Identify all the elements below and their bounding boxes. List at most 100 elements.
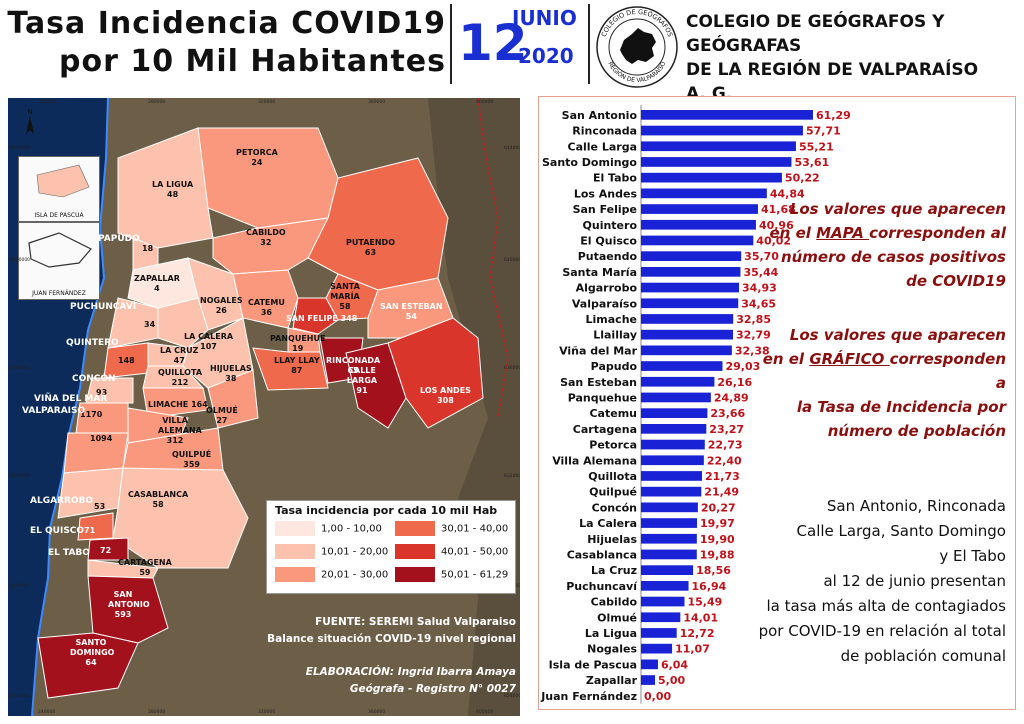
- source-line-1: FUENTE: SEREMI Salud Valparaiso: [315, 616, 516, 628]
- category-label: San Esteban: [560, 376, 637, 389]
- bar[interactable]: [641, 125, 803, 136]
- coord-y-right: 6360000: [504, 366, 520, 371]
- bar[interactable]: [641, 518, 698, 528]
- commune-algarrobo-area[interactable]: [57, 467, 124, 519]
- bar[interactable]: [641, 110, 813, 120]
- commune-olmue[interactable]: [207, 369, 259, 429]
- commune-calle-larga[interactable]: [345, 342, 407, 429]
- bar[interactable]: [641, 502, 698, 513]
- map-label: PANQUEHUE 19: [270, 334, 326, 353]
- map-label: SAN ANTONIO 593: [108, 590, 150, 619]
- bar[interactable]: [641, 471, 702, 481]
- category-label: San Felipe: [573, 203, 637, 216]
- legend-title: Tasa incidencia por cada 10 mil Hab: [275, 504, 498, 517]
- bar[interactable]: [641, 439, 705, 450]
- bar[interactable]: [641, 204, 758, 214]
- coord-x-top: 320000: [258, 100, 276, 105]
- bar[interactable]: [641, 314, 734, 324]
- legend-item: 10,01 - 20,00: [275, 544, 388, 560]
- bar[interactable]: [641, 643, 673, 654]
- coastline: [31, 98, 109, 716]
- commune-nogales[interactable]: [187, 257, 244, 331]
- note-map-line-4: de COVID19: [906, 272, 1006, 290]
- bar[interactable]: [641, 251, 742, 261]
- map-label: CASABLANCA 58: [128, 490, 189, 509]
- commune-la-calera[interactable]: [157, 297, 209, 349]
- bar[interactable]: [641, 345, 732, 356]
- chart-panel: San Antonio 61,29 Rinconada 57,71 Calle Larg…: [538, 96, 1016, 710]
- map-label: VALPARAISO: [22, 406, 86, 416]
- commune-los-andes[interactable]: [387, 317, 484, 429]
- summary-line: y El Tabo: [939, 547, 1006, 565]
- bar[interactable]: [641, 235, 754, 246]
- value-label: 53,61: [794, 156, 829, 169]
- org-name-line-2: DE LA REGIÓN DE VALPARAÍSO: [686, 60, 979, 80]
- map-label: OLMUÉ 27: [206, 406, 238, 425]
- bar[interactable]: [641, 267, 741, 277]
- map-label: LA LIGUA 48: [152, 180, 194, 199]
- commune-el-tabo[interactable]: [87, 537, 129, 561]
- commune-san-antonio[interactable]: [87, 575, 169, 644]
- commune-concon[interactable]: [85, 377, 134, 404]
- value-label: 19,90: [700, 533, 735, 546]
- value-label: 23,66: [710, 407, 745, 420]
- map-label: CARTAGENA 59: [118, 558, 172, 577]
- commune-santo-domingo[interactable]: [37, 632, 139, 699]
- summary-line: al 12 de junio presentan: [823, 572, 1006, 590]
- bar[interactable]: [641, 659, 658, 670]
- bar[interactable]: [641, 172, 782, 183]
- note-chart: Los valores que aparecen en el GRÁFICO c…: [748, 323, 1006, 443]
- org-name: COLEGIO DE GEÓGRAFOS Y GEÓGRAFAS DE LA R…: [686, 10, 1024, 106]
- category-label: Calle Larga: [568, 140, 637, 153]
- map-label: LOS ANDES 308: [420, 386, 471, 405]
- note-chart-line-2: en el GRÁFICO corresponden a: [762, 350, 1006, 392]
- legend-item: 30,01 - 40,00: [395, 521, 508, 537]
- category-label: Quillota: [588, 470, 637, 483]
- bar[interactable]: [641, 141, 796, 152]
- bar[interactable]: [641, 219, 756, 230]
- commune-santa-maria[interactable]: [325, 273, 379, 321]
- map-label: 148: [118, 356, 135, 365]
- commune-limache[interactable]: [142, 387, 209, 419]
- commune-llay-llay[interactable]: [252, 347, 329, 391]
- commune-petorca[interactable]: [187, 127, 339, 229]
- bar[interactable]: [641, 188, 767, 199]
- bar[interactable]: [641, 408, 708, 418]
- commune-san-felipe[interactable]: [292, 297, 339, 335]
- category-label: Viña del Mar: [559, 344, 637, 357]
- bar[interactable]: [641, 675, 656, 685]
- summary-line: de población comunal: [840, 647, 1006, 665]
- bar[interactable]: [641, 157, 792, 167]
- coord-x-bottom: 240000: [38, 710, 56, 715]
- bar[interactable]: [641, 392, 711, 403]
- map-label: SANTO DOMINGO 64: [70, 638, 115, 667]
- coord-x-bottom: 400000: [476, 710, 494, 715]
- bar[interactable]: [641, 376, 715, 387]
- map-panel: N ISLA DE PASCUA JUAN FERNÁNDEZ 240000 2…: [8, 98, 520, 716]
- bar[interactable]: [641, 612, 681, 623]
- bar[interactable]: [641, 565, 694, 575]
- bar[interactable]: [641, 549, 697, 560]
- commune-catemu[interactable]: [232, 269, 299, 329]
- legend-swatch: [275, 544, 315, 559]
- inset-pascua-label: ISLA DE PASCUA: [34, 212, 84, 219]
- category-label: La Ligua: [585, 627, 637, 640]
- bar[interactable]: [641, 282, 740, 293]
- bar[interactable]: [641, 533, 697, 544]
- bar[interactable]: [641, 628, 677, 638]
- region-map: N: [8, 98, 520, 716]
- map-label: CATEMU 36: [248, 298, 285, 317]
- category-label: La Cruz: [591, 564, 637, 577]
- bar[interactable]: [641, 424, 707, 434]
- commune-el-quisco[interactable]: [77, 512, 114, 541]
- bar[interactable]: [641, 581, 689, 591]
- commune-casablanca[interactable]: [112, 467, 249, 569]
- bar[interactable]: [641, 486, 702, 497]
- bar[interactable]: [641, 455, 704, 466]
- bar[interactable]: [641, 361, 723, 371]
- bar[interactable]: [641, 329, 734, 340]
- coord-y-left: 6280000: [10, 584, 31, 589]
- bar[interactable]: [641, 298, 739, 309]
- value-label: 11,07: [675, 643, 710, 656]
- bar[interactable]: [641, 596, 685, 607]
